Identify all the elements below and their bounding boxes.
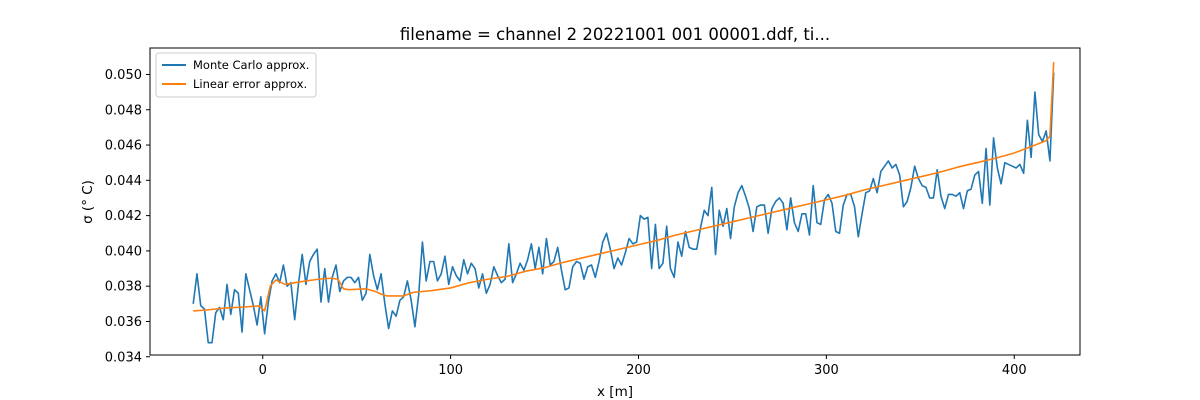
series-line-0 [192,72,1055,344]
chart-title: filename = channel 2 20221001 001 00001.… [400,25,830,44]
x-axis-label: x [m] [597,384,633,400]
x-tick-label: 400 [1002,363,1027,378]
legend-label-linear-error: Linear error approx. [193,77,307,91]
y-tick-label: 0.044 [105,174,142,189]
series-layer [192,62,1055,344]
x-tick-label: 200 [626,363,651,378]
legend-box [155,52,317,98]
y-tick-label: 0.036 [105,315,142,330]
y-tick-label: 0.048 [105,103,142,118]
y-tick-label: 0.034 [105,350,142,365]
series-line-1 [193,62,1055,312]
y-tick-label: 0.050 [105,68,142,83]
y-axis-ticks: 0.034 0.036 0.038 0.040 0.042 0.044 0.046 0.048… [105,68,150,365]
x-tick-label: 0 [259,363,267,378]
plot-frame [149,47,1081,356]
legend-label-monte-carlo: Monte Carlo approx. [193,58,309,72]
x-axis-ticks: 0 100 200 300 400 [259,355,1027,378]
y-tick-label: 0.040 [105,244,142,259]
legend: Monte Carlo approx. Linear error approx. [155,52,317,98]
y-tick-label: 0.046 [105,139,142,154]
x-tick-label: 100 [438,363,463,378]
y-tick-label: 0.042 [105,209,142,224]
y-axis-label: σ (° C) [80,180,96,224]
y-tick-label: 0.038 [105,280,142,295]
x-tick-label: 300 [814,363,839,378]
